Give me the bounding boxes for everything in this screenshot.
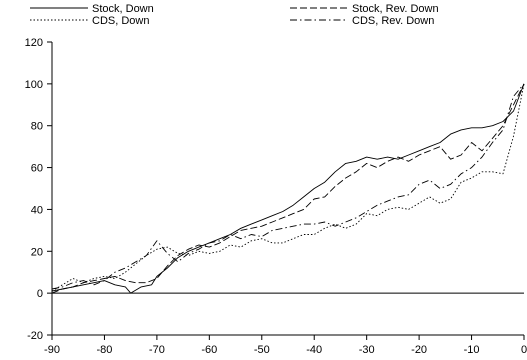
series-line-cds-rev-down [51, 83, 525, 290]
legend-label: Stock, Rev. Down [352, 3, 439, 15]
x-tick-label: -60 [201, 344, 217, 356]
y-tick-label: 0 [37, 288, 43, 300]
series-line-stock-rev-down [51, 83, 525, 294]
y-tick-label: 20 [31, 246, 43, 258]
series-line-cds-down [51, 83, 525, 292]
legend-label: CDS, Down [92, 15, 149, 27]
x-axis-ticks: -90 -80 -70 -60 -50 -40 -30 -20 -10 0 [44, 335, 527, 356]
legend-label: CDS, Rev. Down [352, 15, 434, 27]
y-tick-label: 60 [31, 163, 43, 175]
series-line-stock-down [51, 83, 525, 294]
y-tick-label: 120 [25, 37, 43, 49]
y-axis-ticks: -20 0 20 40 60 80 100 120 [25, 37, 52, 342]
x-tick-label: -10 [464, 344, 480, 356]
x-tick-label: -80 [96, 344, 112, 356]
legend-label: Stock, Down [92, 3, 154, 15]
plot-area [51, 42, 524, 336]
x-tick-label: -40 [306, 344, 322, 356]
x-tick-label: -50 [254, 344, 270, 356]
x-tick-label: -90 [44, 344, 60, 356]
y-tick-label: -20 [27, 330, 43, 342]
series-lines [51, 83, 525, 294]
y-tick-label: 40 [31, 204, 43, 216]
y-tick-label: 80 [31, 121, 43, 133]
legend: Stock, Down Stock, Rev. Down CDS, Down CDS,… [30, 3, 439, 27]
y-tick-label: 100 [25, 79, 43, 91]
x-tick-label: -30 [359, 344, 375, 356]
x-tick-label: 0 [521, 344, 527, 356]
x-tick-label: -70 [149, 344, 165, 356]
x-tick-label: -20 [411, 344, 427, 356]
